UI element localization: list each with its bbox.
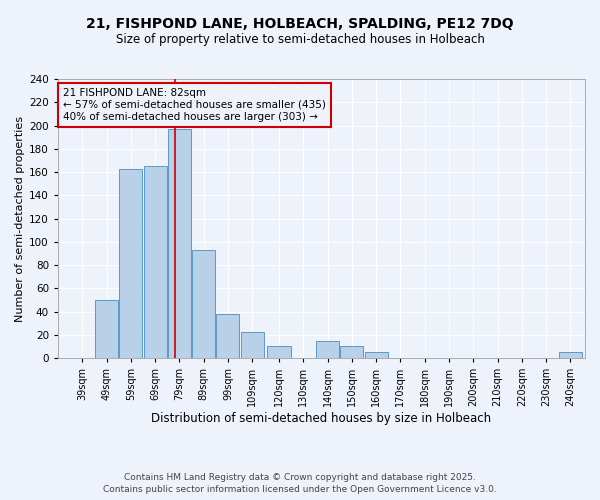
- Text: 21 FISHPOND LANE: 82sqm
← 57% of semi-detached houses are smaller (435)
40% of s: 21 FISHPOND LANE: 82sqm ← 57% of semi-de…: [63, 88, 326, 122]
- Bar: [316, 340, 339, 358]
- Text: Size of property relative to semi-detached houses in Holbeach: Size of property relative to semi-detach…: [116, 32, 484, 46]
- Bar: [241, 332, 264, 358]
- Bar: [95, 300, 118, 358]
- Bar: [192, 250, 215, 358]
- Text: Contains public sector information licensed under the Open Government Licence v3: Contains public sector information licen…: [103, 485, 497, 494]
- Y-axis label: Number of semi-detached properties: Number of semi-detached properties: [15, 116, 25, 322]
- Text: Contains HM Land Registry data © Crown copyright and database right 2025.: Contains HM Land Registry data © Crown c…: [124, 472, 476, 482]
- X-axis label: Distribution of semi-detached houses by size in Holbeach: Distribution of semi-detached houses by …: [151, 412, 491, 425]
- Text: 21, FISHPOND LANE, HOLBEACH, SPALDING, PE12 7DQ: 21, FISHPOND LANE, HOLBEACH, SPALDING, P…: [86, 18, 514, 32]
- Bar: [217, 314, 239, 358]
- Bar: [119, 168, 142, 358]
- Bar: [168, 129, 191, 358]
- Bar: [559, 352, 582, 358]
- Bar: [365, 352, 388, 358]
- Bar: [268, 346, 290, 358]
- Bar: [340, 346, 364, 358]
- Bar: [143, 166, 167, 358]
